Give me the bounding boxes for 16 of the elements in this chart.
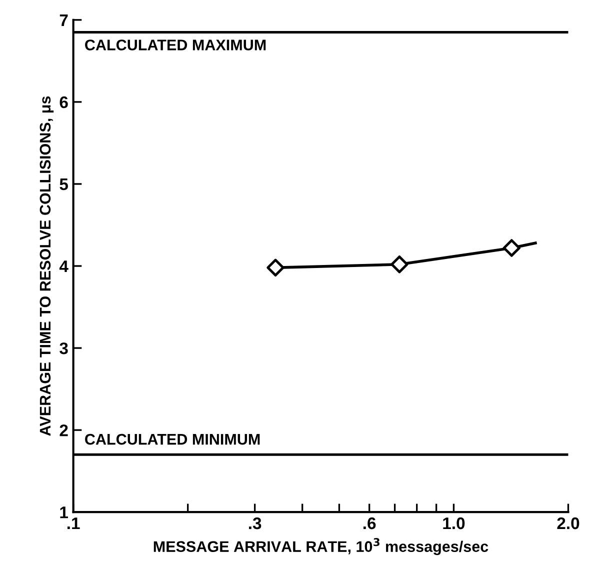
x-tick-label: .1	[68, 518, 80, 530]
y-tick-label: 4	[59, 260, 68, 272]
y-tick-label: 3	[60, 342, 68, 354]
y-tick-label: 5	[60, 178, 68, 190]
y-tick-label: 1	[60, 506, 68, 518]
x-tick-label: 2.0	[557, 517, 580, 530]
y-axis-title: AVERAGE TIME TO RESOLVE COLLISIONS, μs	[40, 96, 54, 436]
x-tick-label: .6	[364, 517, 376, 530]
x-tick-label: .3	[248, 517, 262, 530]
y-tick-label: 2	[60, 424, 68, 436]
ref-line-label: CALCULATED MAXIMUM	[85, 40, 266, 50]
x-tick-label: 1.0	[443, 517, 465, 530]
ref-line-label: CALCULATED MINIMUM	[85, 434, 260, 445]
y-tick-label: 6	[60, 96, 68, 108]
y-tick-label: 7	[60, 14, 68, 26]
x-axis-title: MESSAGE ARRIVAL RATE, 10$^{3}$ messages/sec	[154, 538, 488, 556]
